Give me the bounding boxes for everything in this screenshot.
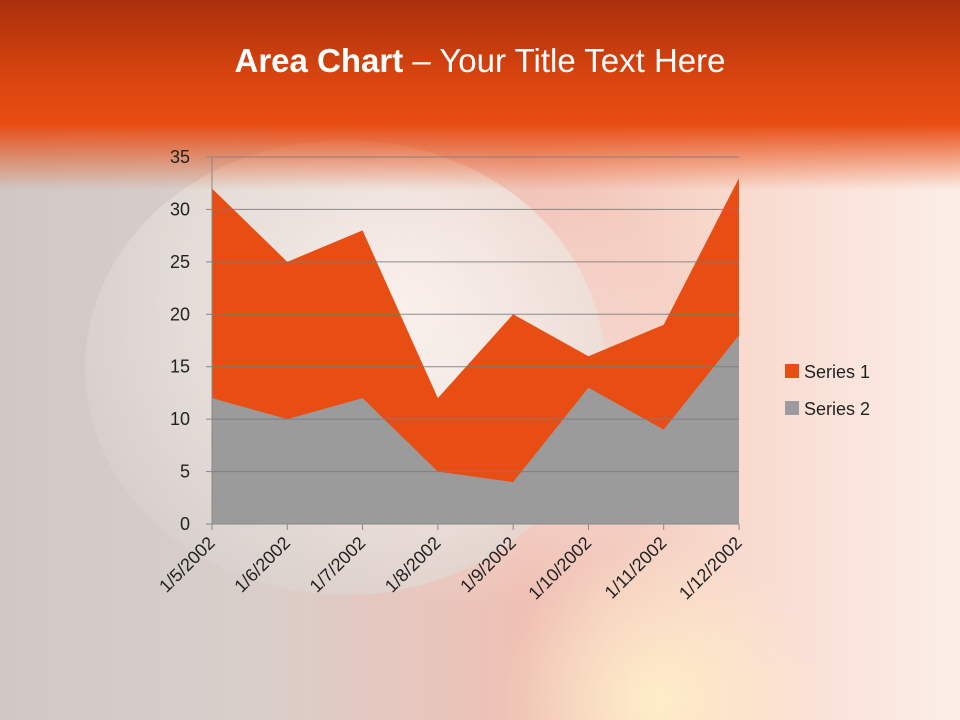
y-tick-label: 25 (170, 252, 190, 272)
x-tick-label: 1/10/2002 (524, 533, 595, 604)
legend-swatch (785, 401, 799, 415)
area-series-2 (212, 335, 739, 524)
y-tick-label: 15 (170, 357, 190, 377)
x-tick-label: 1/8/2002 (381, 533, 445, 597)
x-tick-label: 1/7/2002 (306, 533, 370, 597)
slide-title: Area Chart – Your Title Text Here (0, 42, 960, 80)
title-bold: Area Chart (234, 42, 404, 79)
y-tick-label: 35 (170, 147, 190, 167)
title-banner (0, 0, 960, 190)
y-tick-label: 0 (180, 514, 190, 534)
title-rest: – Your Title Text Here (403, 42, 726, 79)
x-tick-label: 1/5/2002 (155, 533, 219, 597)
y-tick-label: 10 (170, 409, 190, 429)
legend-swatch (785, 364, 799, 378)
x-tick-label: 1/12/2002 (675, 533, 746, 604)
x-tick-label: 1/11/2002 (601, 533, 671, 603)
x-tick-label: 1/6/2002 (230, 533, 294, 597)
legend-label: Series 1 (804, 362, 870, 382)
y-tick-label: 20 (170, 304, 190, 324)
y-tick-label: 30 (170, 199, 190, 219)
legend-label: Series 2 (804, 399, 870, 419)
y-tick-label: 5 (180, 462, 190, 482)
x-tick-label: 1/9/2002 (456, 533, 520, 597)
